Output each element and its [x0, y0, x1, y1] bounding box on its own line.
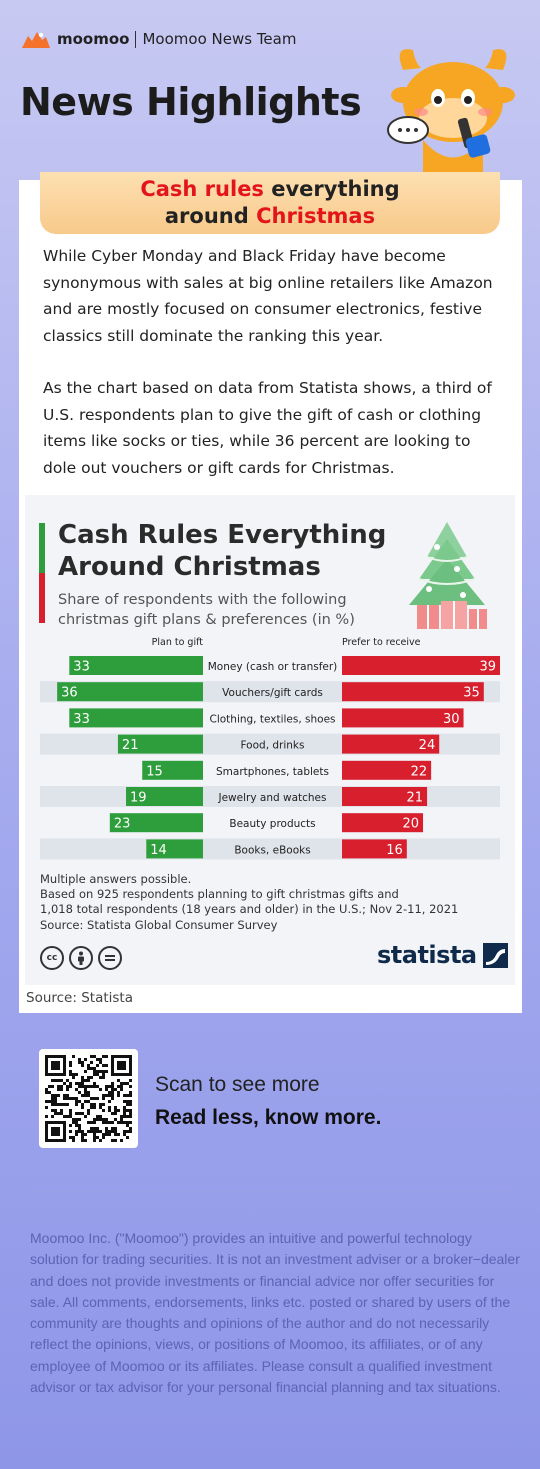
- data-label-plan-to-gift: 36: [61, 686, 78, 701]
- title-accent-green: [39, 523, 45, 573]
- tagline: Read less, know more.: [155, 1106, 382, 1129]
- title-accent-red: [39, 573, 45, 623]
- bar-plan-to-gift: [142, 760, 203, 780]
- statista-logo: statista: [377, 941, 508, 969]
- data-label-plan-to-gift: 33: [73, 712, 90, 727]
- category-label: Jewelry and watches: [218, 792, 327, 804]
- chart-notes: Multiple answers possible. Based on 925 …: [40, 872, 458, 917]
- statista-figure: Cash Rules Everything Around Christmas S…: [25, 495, 515, 985]
- bar-plan-to-gift: [146, 839, 203, 859]
- statista-logo-icon: [482, 942, 508, 968]
- brand-separator: [135, 30, 137, 48]
- bar-plan-to-gift: [69, 656, 203, 675]
- paragraph: While Cyber Monday and Black Friday have…: [43, 247, 493, 345]
- data-label-prefer-to-receive: 22: [411, 764, 428, 779]
- chart-source: Source: Statista Global Consumer Survey: [40, 918, 278, 932]
- chart-subtitle: Share of respondents with the following …: [58, 590, 355, 630]
- chart-title: Cash Rules Everything Around Christmas: [58, 519, 386, 583]
- bar-prefer-to-receive: [342, 787, 428, 806]
- chart-title-line: Cash Rules Everything: [58, 520, 387, 550]
- bar-prefer-to-receive: [342, 813, 424, 833]
- bar-plan-to-gift: [69, 708, 203, 728]
- bar-prefer-to-receive: [342, 682, 484, 702]
- data-label-plan-to-gift: 15: [146, 764, 163, 779]
- scan-prompt: Scan to see more: [155, 1073, 320, 1096]
- headline-line-2: around Christmas: [40, 203, 500, 230]
- chart-title-line: Around Christmas: [58, 552, 321, 582]
- chart-subtitle-line: Share of respondents with the following: [58, 592, 347, 608]
- brand: moomoo Moomoo News Team: [20, 27, 296, 51]
- headline-line-1: Cash rules everything: [40, 176, 500, 203]
- category-label: Food, drinks: [241, 740, 305, 752]
- diverging-bar-chart: Plan to gift Prefer to receive 33 39 Money (…: [40, 637, 500, 860]
- data-label-plan-to-gift: 33: [73, 660, 90, 675]
- category-label: Beauty products: [229, 818, 315, 830]
- team-name: Moomoo News Team: [142, 30, 297, 48]
- category-label: Books, eBooks: [234, 844, 310, 856]
- creative-commons-icon: cc: [40, 946, 64, 970]
- data-label-plan-to-gift: 23: [114, 817, 131, 832]
- article-body: While Cyber Monday and Black Friday have…: [43, 243, 505, 507]
- data-label-plan-to-gift: 14: [150, 843, 167, 858]
- bar-prefer-to-receive: [342, 656, 500, 675]
- data-label-plan-to-gift: 19: [130, 791, 147, 806]
- bar-prefer-to-receive: [342, 839, 407, 859]
- data-label-plan-to-gift: 21: [122, 738, 139, 753]
- data-label-prefer-to-receive: 24: [419, 738, 436, 753]
- chart-note: Based on 925 respondents planning to gif…: [40, 887, 399, 901]
- chart-note: Multiple answers possible.: [40, 872, 192, 886]
- chart-subtitle-line: christmas gift plans & preferences (in %…: [58, 612, 355, 628]
- paragraph: As the chart based on data from Statista…: [43, 379, 492, 477]
- bar-plan-to-gift: [117, 734, 203, 754]
- page-title: News Highlights: [20, 80, 362, 124]
- qr-code-icon[interactable]: [39, 1049, 138, 1148]
- headline-text-1: everything: [263, 177, 400, 201]
- bar-prefer-to-receive: [342, 708, 464, 728]
- divider: [27, 1191, 513, 1192]
- chart-note: 1,018 total respondents (18 years and ol…: [40, 902, 459, 916]
- headline-highlight-2: Christmas: [256, 204, 376, 228]
- data-label-prefer-to-receive: 35: [463, 686, 480, 701]
- moomoo-logo-icon: [22, 32, 50, 48]
- no-derivatives-icon: [98, 946, 122, 970]
- brand-name: moomoo: [57, 30, 130, 48]
- statista-wordmark: statista: [377, 941, 477, 969]
- data-label-prefer-to-receive: 39: [479, 660, 496, 675]
- bar-plan-to-gift: [57, 682, 204, 702]
- data-label-prefer-to-receive: 21: [407, 791, 424, 806]
- license-icons: cc: [40, 946, 122, 970]
- disclaimer: Moomoo Inc. ("Moomoo") provides an intui…: [30, 1230, 520, 1396]
- bar-prefer-to-receive: [342, 734, 440, 754]
- headline-text-2: around: [164, 204, 257, 228]
- attribution-icon: [69, 946, 93, 970]
- category-label: Vouchers/gift cards: [222, 687, 323, 699]
- bar-plan-to-gift: [109, 813, 203, 833]
- mascot-icon: [387, 49, 515, 180]
- christmas-tree-icon: [409, 522, 487, 629]
- data-label-prefer-to-receive: 30: [443, 712, 460, 727]
- article-source: Source: Statista: [26, 990, 133, 1006]
- category-label: Clothing, textiles, shoes: [210, 713, 336, 725]
- data-label-prefer-to-receive: 16: [386, 843, 403, 858]
- headline-highlight-1: Cash rules: [140, 177, 264, 201]
- headline-banner: Cash rules everything around Christmas: [40, 172, 500, 234]
- legend-plan-to-gift: Plan to gift: [152, 637, 204, 648]
- bar-prefer-to-receive: [342, 760, 432, 780]
- category-label: Smartphones, tablets: [216, 766, 329, 778]
- category-label: Money (cash or transfer): [208, 661, 338, 673]
- data-label-prefer-to-receive: 20: [402, 817, 419, 832]
- legend-prefer-to-receive: Prefer to receive: [342, 637, 421, 648]
- bar-plan-to-gift: [126, 787, 203, 806]
